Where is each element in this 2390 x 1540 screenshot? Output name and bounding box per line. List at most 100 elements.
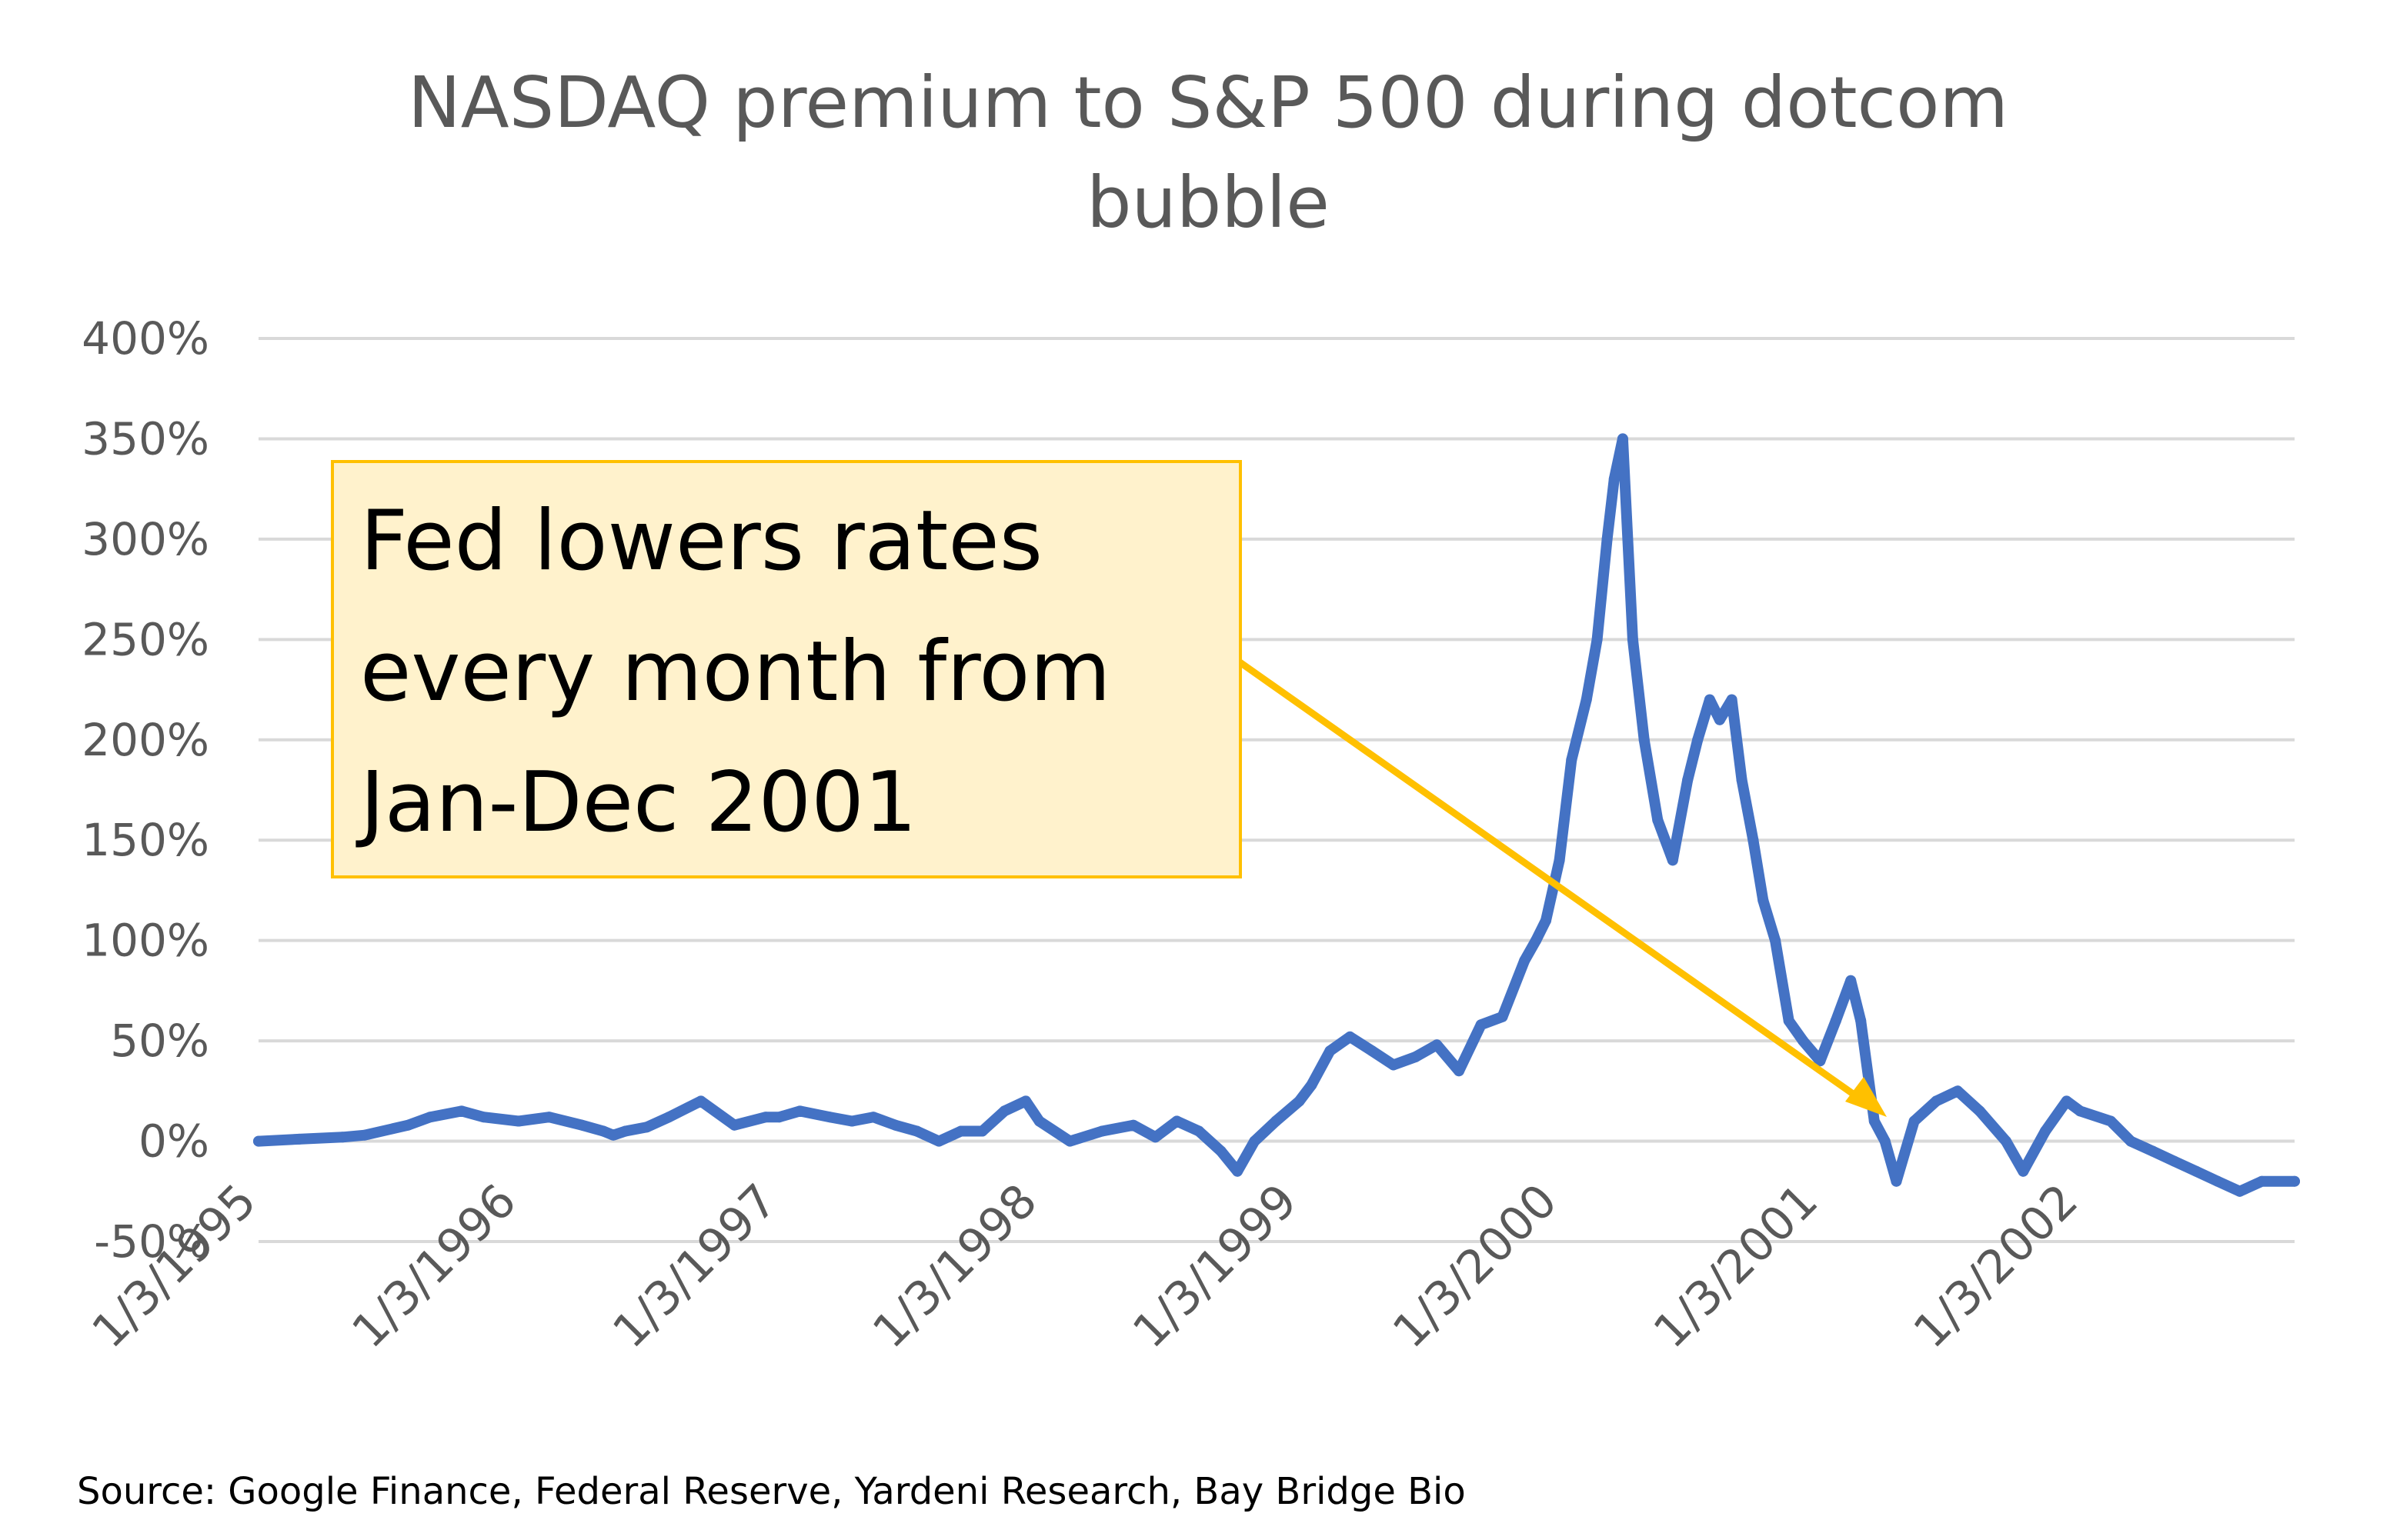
data-point [1879,1135,1891,1147]
data-point [1908,1115,1920,1127]
data-point [933,1135,945,1147]
data-point [1367,1045,1378,1057]
data-point [955,1125,966,1137]
data-point [1497,1011,1508,1022]
x-tick-label: 1/3/1999 [1123,1174,1307,1358]
annotation-arrowhead [1845,1077,1887,1117]
data-point [1952,1085,1964,1097]
data-point [1306,1079,1317,1091]
data-point [608,1129,619,1141]
chart-title-line-2: bubble [1087,162,1330,244]
annotation-line-1: Fed lowers rates [360,493,1043,589]
data-point [1608,473,1620,485]
data-point [1215,1145,1227,1157]
annotation-line-2: every month from [360,624,1111,720]
annotation-arrow [1237,658,1871,1108]
data-point [1736,775,1747,785]
data-point [1770,935,1781,946]
series-points [253,433,2300,1197]
data-point [2147,1145,2158,1157]
data-point [773,1112,785,1123]
data-point [1591,634,1603,645]
data-point [1344,1031,1356,1042]
data-point [1232,1165,1243,1177]
data-point [2212,1175,2223,1187]
y-tick-label: 150% [82,814,209,866]
data-point [1454,1065,1464,1077]
data-point [760,1112,772,1123]
x-tick-label: 1/3/1998 [863,1174,1047,1358]
data-point [976,1125,988,1137]
y-tick-label: 300% [82,513,209,565]
data-point [1601,533,1613,545]
data-point [824,1112,836,1123]
data-point [1931,1095,1942,1107]
data-point [1097,1125,1108,1137]
data-point [543,1112,555,1123]
data-point [1868,1115,1880,1127]
data-point [1704,694,1715,705]
data-point [1530,935,1541,946]
annotation-line-3: Jan-Dec 2001 [355,755,917,851]
data-point [999,1105,1010,1117]
x-tick-label: 1/3/1997 [603,1174,787,1358]
data-point [1652,815,1664,826]
data-point [1891,1175,1902,1187]
data-point [2001,1135,2011,1147]
data-point [598,1125,609,1137]
y-tick-label: 100% [82,915,209,967]
data-point [1171,1115,1183,1127]
data-point [1127,1119,1139,1131]
data-point [512,1115,524,1127]
data-point [1798,1035,1809,1047]
data-point [2040,1125,2051,1137]
data-point [1757,895,1769,906]
data-point [1830,1015,1841,1026]
data-point [1692,734,1704,745]
data-point [1667,855,1678,866]
data-point [1747,835,1759,846]
data-point [253,1135,264,1147]
data-point [456,1105,467,1117]
data-point [1814,1055,1826,1067]
data-point [695,1095,706,1107]
data-point [293,1133,305,1145]
data-point [1324,1045,1336,1057]
data-point [2105,1115,2117,1127]
data-point [478,1112,489,1123]
data-point [425,1112,436,1123]
data-point [1581,694,1592,705]
y-axis-tick-labels: 400% 350% 300% 250% 200% 150% 100% 50% 0% -50% [82,312,209,1268]
data-point [2018,1165,2029,1177]
data-point [1193,1125,1205,1137]
data-point [2234,1185,2245,1197]
x-tick-label: 1/3/2001 [1644,1174,1828,1358]
data-point [337,1132,349,1143]
data-point [1845,975,1857,986]
data-point [1855,1015,1867,1026]
data-point [1566,754,1577,765]
data-point [1150,1132,1161,1143]
data-point [1540,915,1551,926]
data-point [1726,694,1737,705]
data-point [2075,1105,2086,1117]
data-point [1475,1019,1487,1031]
data-point [1682,775,1694,785]
data-point [2191,1165,2202,1177]
y-tick-label: -50% [94,1215,209,1268]
data-point [1974,1105,1985,1117]
data-point [1617,433,1628,445]
data-point [911,1125,923,1137]
data-point [846,1115,858,1127]
data-point [1270,1115,1282,1127]
data-point [663,1112,675,1123]
data-point [1431,1039,1443,1051]
x-axis-tick-labels: 1/3/1995 1/3/1996 1/3/1997 1/3/1998 1/3/1999… [82,1174,2088,1358]
data-point [729,1119,740,1131]
data-point [2125,1135,2137,1147]
data-point [1519,955,1530,966]
data-point [1064,1135,1076,1147]
data-point [576,1119,588,1131]
data-point [890,1119,901,1131]
